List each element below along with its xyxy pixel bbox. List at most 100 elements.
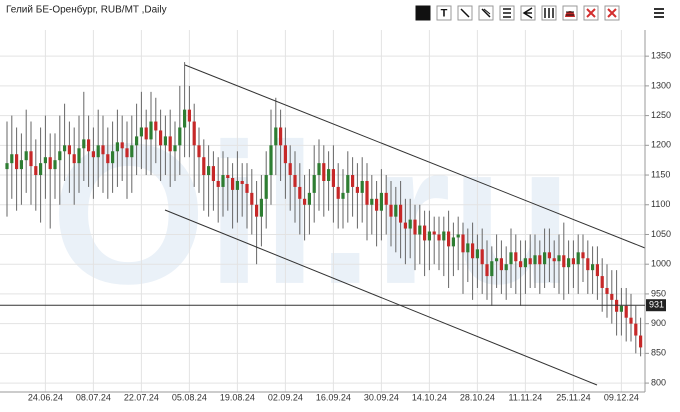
- candle-body: [351, 175, 355, 187]
- candle-body: [567, 258, 571, 268]
- candle-body: [547, 252, 551, 259]
- x-tick-label: 22.07.24: [124, 392, 159, 402]
- x-tick-label: 09.12.24: [604, 392, 639, 402]
- candle-body: [72, 154, 76, 164]
- candle-body: [19, 160, 23, 170]
- candle-body: [605, 287, 609, 294]
- candle-body: [283, 145, 287, 164]
- y-tick-label: 1300: [651, 80, 671, 90]
- y-tick-label: 850: [651, 348, 666, 358]
- candle-body: [221, 175, 225, 187]
- candle-body: [255, 204, 259, 217]
- candle-body: [331, 169, 335, 187]
- candle-body: [154, 121, 158, 131]
- candle-body: [91, 151, 95, 158]
- candle-body: [307, 192, 311, 205]
- candle-body: [82, 139, 86, 149]
- candle-body: [293, 175, 297, 187]
- y-tick-label: 1350: [651, 51, 671, 61]
- x-tick-label: 05.08.24: [172, 392, 207, 402]
- candle-body: [499, 258, 503, 271]
- candle-body: [629, 317, 633, 324]
- watermark: Oil.ru: [51, 103, 573, 326]
- candle-body: [586, 258, 590, 271]
- candle-body: [619, 305, 623, 312]
- candle-body: [312, 175, 316, 193]
- candle-body: [43, 157, 47, 164]
- candle-body: [29, 151, 33, 167]
- candle-body: [235, 180, 239, 190]
- y-tick-label: 1200: [651, 140, 671, 150]
- candle-body: [139, 127, 143, 137]
- x-tick-label: 02.09.24: [268, 392, 303, 402]
- candle-body: [379, 192, 383, 211]
- candle-body: [250, 192, 254, 205]
- candle-body: [264, 175, 268, 199]
- y-tick-label: 1150: [651, 169, 670, 179]
- tool-button[interactable]: [415, 5, 431, 21]
- y-tick-label: 1100: [651, 199, 670, 209]
- candle-body: [101, 145, 105, 155]
- candle-body: [355, 186, 359, 193]
- candle-body: [519, 261, 523, 268]
- y-tick-label: 1000: [651, 259, 671, 269]
- y-tick-label: 900: [651, 318, 666, 328]
- candle-body: [615, 299, 619, 312]
- candle-body: [557, 255, 561, 262]
- candle-body: [471, 243, 475, 259]
- x-tick-label: 30.09.24: [364, 392, 399, 402]
- candle-body: [211, 166, 215, 181]
- candle-body: [135, 136, 139, 146]
- candle-body: [125, 148, 129, 158]
- candle-body: [288, 163, 292, 176]
- candle-body: [269, 145, 273, 176]
- candle-body: [279, 127, 283, 146]
- candle-body: [552, 258, 556, 262]
- price-label: 931: [649, 300, 664, 310]
- candle-body: [207, 166, 211, 176]
- candle-body: [533, 255, 537, 265]
- candle-body: [399, 204, 403, 223]
- candle-body: [514, 252, 518, 262]
- candle-body: [437, 234, 441, 241]
- candle-body: [336, 186, 340, 199]
- candle-body: [408, 219, 412, 229]
- candle-body: [5, 163, 9, 170]
- candle-body: [490, 261, 494, 277]
- candle-body: [523, 258, 527, 268]
- candle-body: [168, 136, 172, 152]
- toolbar: T: [415, 5, 664, 21]
- candle-body: [77, 148, 81, 164]
- candle-body: [39, 163, 43, 176]
- candle-body: [63, 145, 67, 152]
- candle-body: [24, 151, 28, 161]
- candle-body: [144, 127, 148, 140]
- candle-body: [403, 222, 407, 229]
- candle-body: [149, 121, 153, 140]
- candle-body: [15, 154, 19, 170]
- candle-body: [53, 160, 57, 170]
- candle-body: [639, 335, 643, 348]
- candle-body: [581, 252, 585, 259]
- candle-body: [58, 151, 62, 161]
- candle-body: [245, 183, 249, 193]
- candle-body: [178, 127, 182, 146]
- candle-body: [303, 198, 307, 205]
- menu-button[interactable]: [654, 8, 664, 18]
- tool-button[interactable]: [436, 5, 452, 21]
- y-tick-label: 1050: [651, 229, 671, 239]
- candle-body: [600, 276, 604, 288]
- candle-body: [389, 204, 393, 217]
- candle-body: [197, 145, 201, 158]
- trend-line: [164, 209, 598, 386]
- candle-body: [240, 180, 244, 184]
- candle-body: [610, 293, 614, 300]
- candle-body: [120, 142, 124, 149]
- candle-body: [173, 145, 177, 152]
- y-tick-label: 800: [651, 377, 666, 387]
- candle-body: [298, 186, 302, 199]
- candle-body: [159, 130, 163, 146]
- candle-body: [451, 237, 455, 247]
- x-tick-label: 28.10.24: [460, 392, 495, 402]
